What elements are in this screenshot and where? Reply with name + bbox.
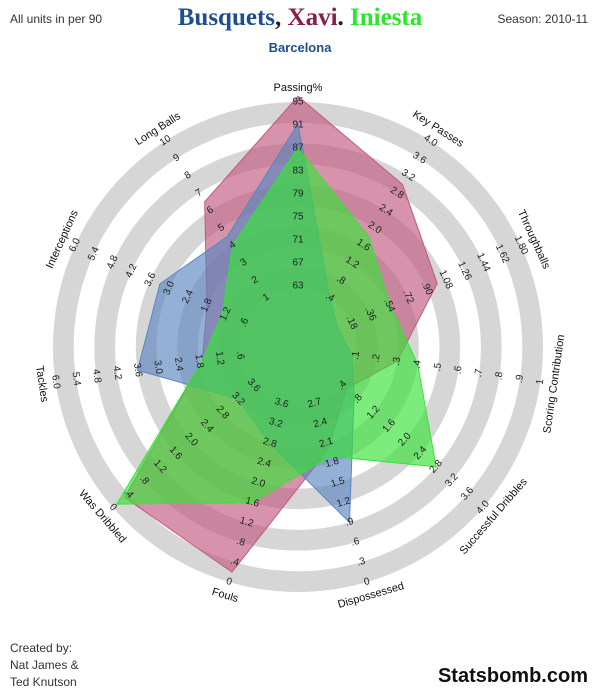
axis-tick-label: 1.8 (324, 456, 341, 471)
player-name-xavi: Xavi (287, 4, 338, 31)
axis-tick-label: 5.4 (86, 245, 102, 263)
axis-label: Fouls (210, 586, 240, 605)
axis-tick-label: .9 (514, 374, 526, 384)
axis-tick-label: 3.0 (161, 279, 177, 297)
title-separator: , (275, 4, 288, 31)
axis-tick-label: .4 (229, 556, 241, 569)
axis-tick-label: .90 (419, 280, 435, 298)
axis-tick-label: 2.7 (306, 396, 323, 411)
axis-tick-label: 2.4 (312, 416, 329, 431)
axis-tick-label: .18 (343, 314, 359, 332)
axis-tick-label: 87 (292, 143, 304, 154)
axis-tick-label: 1.8 (199, 296, 215, 314)
title-separator: . (337, 4, 351, 31)
axis-tick-label: 4 (227, 239, 238, 251)
axis-tick-label: 1.2 (238, 515, 255, 530)
axis-tick-label: 1.2 (213, 351, 226, 367)
axis-tick-label: 0 (225, 576, 234, 588)
axis-tick-label: .2 (371, 353, 383, 363)
axis-tick-label: 79 (292, 189, 304, 200)
axis-tick-label: 63 (292, 281, 304, 292)
team-subtitle: Barcelona (268, 40, 332, 55)
axis-tick-label: .72 (400, 288, 416, 306)
axis-tick-label: 75 (292, 212, 304, 223)
axis-tick-label: 2.4 (180, 288, 196, 306)
axis-tick-label: 0 (363, 576, 372, 588)
axis-tick-label: .8 (493, 371, 505, 381)
axis-tick-label: .1 (350, 350, 362, 360)
axis-tick-label: 1 (261, 291, 272, 303)
axis-label: Passing% (274, 82, 323, 94)
axis-tick-label: 2.1 (318, 436, 335, 451)
axis-tick-label: .8 (235, 536, 247, 549)
series-polygon-iniesta (115, 147, 437, 505)
axis-tick-label: 2.0 (250, 476, 267, 491)
axis-tick-label: 7 (194, 187, 205, 199)
player-name-iniesta: Iniesta (350, 4, 423, 31)
axis-tick-label: .36 (362, 305, 378, 323)
axis-tick-label: 2.4 (172, 357, 185, 373)
axis-tick-label: 91 (292, 120, 304, 131)
axis-tick-label: 71 (292, 235, 304, 246)
axis-tick-label: .54 (381, 297, 397, 315)
axis-tick-label: 1.5 (330, 475, 347, 490)
axis-tick-label: 3.6 (273, 396, 290, 411)
axis-tick-label: 8 (183, 169, 194, 181)
axis-tick-label: .3 (356, 556, 368, 569)
axis-tick-label: 83 (292, 166, 304, 177)
credits: Created by: Nat James & Ted Knutson (10, 640, 79, 691)
axis-tick-label: 6.0 (49, 374, 62, 390)
axis-tick-label: 2 (250, 274, 261, 286)
axis-tick-label: 1.6 (244, 495, 261, 510)
axis-tick-label: 4.2 (111, 365, 124, 381)
axis-tick-label: 3.6 (143, 271, 159, 289)
credits-line: Ted Knutson (10, 675, 77, 689)
axis-tick-label: .6 (350, 536, 362, 549)
axis-tick-label: 5.4 (70, 371, 83, 387)
axis-tick-label: 4.2 (124, 262, 140, 280)
brand-logo-text: Statsbomb.com (437, 665, 588, 687)
axis-tick-label: 5 (216, 222, 227, 234)
axis-tick-label: 3 (239, 256, 250, 268)
credits-line: Created by: (10, 641, 73, 655)
axis-tick-label: 1.8 (192, 354, 205, 370)
axis-label: Tackles (33, 365, 50, 404)
axis-tick-label: 95 (292, 97, 304, 108)
chart-title: Busquets, Xavi. Iniesta (0, 4, 600, 32)
axis-tick-label: 6.0 (67, 236, 83, 254)
axis-tick-label: 67 (292, 258, 304, 269)
axis-tick-label: .6 (234, 350, 246, 360)
season-label: Season: 2010-11 (497, 12, 588, 26)
axis-tick-label: 9 (171, 152, 182, 164)
player-name-busquets: Busquets (177, 4, 276, 31)
axis-tick-label: .7 (473, 368, 485, 378)
axis-tick-label: 2.4 (256, 456, 273, 471)
axis-tick-label: 1.2 (335, 495, 352, 510)
axis-tick-label: 2.8 (262, 436, 279, 451)
axis-tick-label: .3 (391, 356, 403, 366)
axis-tick-label: 0 (107, 502, 119, 514)
axis-tick-label: 1 (535, 378, 547, 386)
axis-tick-label: 4.8 (105, 253, 121, 271)
axis-tick-label: .6 (452, 365, 464, 375)
axis-tick-label: 6 (205, 204, 216, 216)
units-note: All units in per 90 (10, 12, 103, 26)
credits-line: Nat James & (10, 658, 79, 672)
axis-tick-label: .9 (344, 516, 356, 529)
axis-tick-label: .4 (412, 359, 424, 369)
axis-tick-label: 3.2 (267, 416, 284, 431)
axis-tick-label: 1.2 (218, 305, 234, 323)
axis-tick-label: 3.6 (131, 362, 144, 378)
axis-tick-label: 4.8 (90, 368, 103, 384)
axis-tick-label: .5 (432, 362, 444, 372)
axis-tick-label: 3.0 (151, 359, 164, 375)
